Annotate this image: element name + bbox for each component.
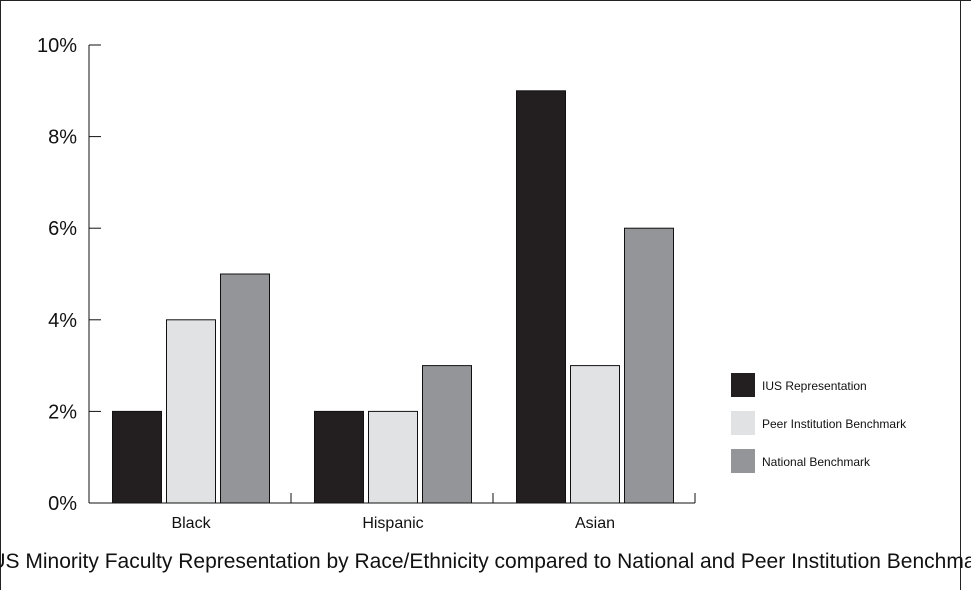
chart-axes [88,45,695,504]
chart-legend: IUS Representation Peer Institution Bench… [731,373,907,473]
bar-national-benchmark-black [220,273,270,504]
bar-peer-institution-benchmark-hispanic [368,410,418,504]
x-axis-ticks: Black Hispanic Asian [171,493,696,532]
x-category-label: Asian [575,515,615,532]
legend-label: National Benchmark [762,455,871,469]
bar-national-benchmark-asian [624,227,674,504]
legend-swatch [731,411,755,435]
bar-national-benchmark-hispanic [422,365,472,504]
legend-swatch [731,373,755,397]
bar-peer-institution-benchmark-asian [570,365,620,504]
y-axis-ticks: 0% 2% 4% 6% 8% 10% [37,35,101,515]
x-category-label: Black [171,515,211,532]
bar-ius-representation-hispanic [314,410,364,504]
y-tick-label: 0% [48,493,77,515]
y-tick-label: 4% [48,310,77,332]
bar-ius-representation-black [112,410,162,504]
bar-ius-representation-asian [516,90,566,504]
legend-label: IUS Representation [762,379,867,393]
y-tick-label: 6% [48,218,77,240]
bar-series [112,90,674,504]
y-tick-label: 2% [48,401,77,423]
chart-title: IUS Minority Faculty Representation by R… [0,550,971,573]
legend-label: Peer Institution Benchmark [762,417,907,431]
y-tick-label: 10% [37,35,77,57]
legend-swatch [731,449,755,473]
x-category-label: Hispanic [362,515,423,532]
y-tick-label: 8% [48,127,77,149]
bar-peer-institution-benchmark-black [166,319,216,504]
